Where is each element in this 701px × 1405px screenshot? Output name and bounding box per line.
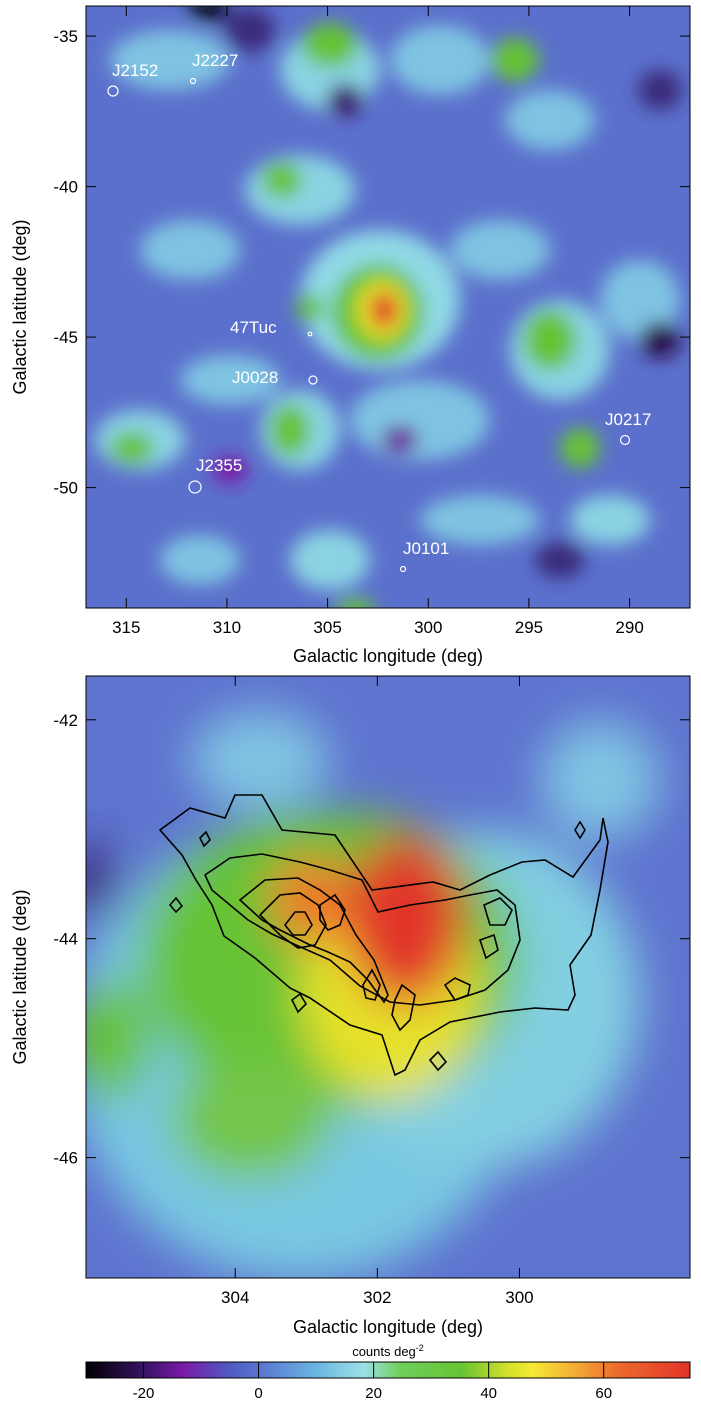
p1-xtick-label-3: 300	[414, 618, 442, 637]
colorbar-tick-label-3: 40	[480, 1385, 497, 1402]
p2-xtick-label-1: 302	[363, 1288, 391, 1307]
marker-j0028	[308, 375, 318, 385]
contours	[158, 794, 609, 1077]
bottom-heatmap	[86, 676, 690, 1278]
source-markers	[107, 77, 631, 573]
label-j0028: J0028	[232, 368, 278, 387]
p2-xtick-label-0: 304	[221, 1288, 249, 1307]
top-ylabel: Galactic latitude (deg)	[10, 219, 30, 394]
p1-xtick-label-4: 295	[515, 618, 543, 637]
colorbar-tick-label-4: 60	[595, 1385, 612, 1402]
marker-j0217	[619, 434, 631, 446]
colorbar-ticks: -20 0 20 40 60	[133, 1362, 612, 1402]
p1-ytick-label-3: -50	[53, 479, 78, 498]
top-axes: 315 310 305 300 295 290 -35 -40 -45 -50	[53, 6, 690, 637]
colorbar-gradient	[85, 1361, 691, 1379]
label-j0217: J0217	[605, 410, 651, 429]
colorbar-tick-label-0: -20	[133, 1385, 155, 1402]
p2-xtick-label-2: 300	[505, 1288, 533, 1307]
p1-ytick-label-0: -35	[53, 27, 78, 46]
marker-j2227	[189, 77, 197, 85]
p1-xtick-label-5: 290	[615, 618, 643, 637]
colorbar-label: counts deg-2	[352, 1343, 424, 1359]
bottom-panel: 304 302 300 -42 -44 -46 Galactic longitude (d…	[10, 675, 691, 1337]
p2-ytick-label-1: -44	[53, 930, 78, 949]
label-j2227: J2227	[192, 51, 238, 70]
top-panel: J2152 J2227 47Tuc J0028 J0217 J2355 J010…	[10, 5, 691, 666]
label-j2152: J2152	[112, 61, 158, 80]
marker-47tuc	[307, 331, 313, 337]
bottom-xlabel: Galactic longitude (deg)	[293, 1317, 483, 1337]
marker-j2355	[188, 480, 202, 494]
marker-j2152	[107, 85, 119, 97]
p1-ytick-label-1: -40	[53, 178, 78, 197]
bottom-axes: 304 302 300 -42 -44 -46	[53, 676, 690, 1307]
colorbar: counts deg-2 -20 0 20 40 60	[85, 1343, 691, 1402]
p1-xtick-label-0: 315	[112, 618, 140, 637]
label-47tuc: 47Tuc	[230, 318, 277, 337]
p2-ytick-label-2: -46	[53, 1149, 78, 1168]
label-j0101: J0101	[403, 539, 449, 558]
top-xlabel: Galactic longitude (deg)	[293, 646, 483, 666]
p1-xtick-label-2: 305	[313, 618, 341, 637]
p2-ytick-label-0: -42	[53, 711, 78, 730]
label-j2355: J2355	[196, 456, 242, 475]
marker-j0101	[399, 565, 407, 573]
source-labels: J2152 J2227 47Tuc J0028 J0217 J2355 J010…	[112, 51, 651, 558]
bottom-ylabel: Galactic latitude (deg)	[10, 889, 30, 1064]
p1-ytick-label-2: -45	[53, 328, 78, 347]
top-heatmap	[86, 6, 690, 608]
colorbar-tick-label-1: 0	[254, 1385, 262, 1402]
p1-xtick-label-1: 310	[213, 618, 241, 637]
colorbar-tick-label-2: 20	[365, 1385, 382, 1402]
